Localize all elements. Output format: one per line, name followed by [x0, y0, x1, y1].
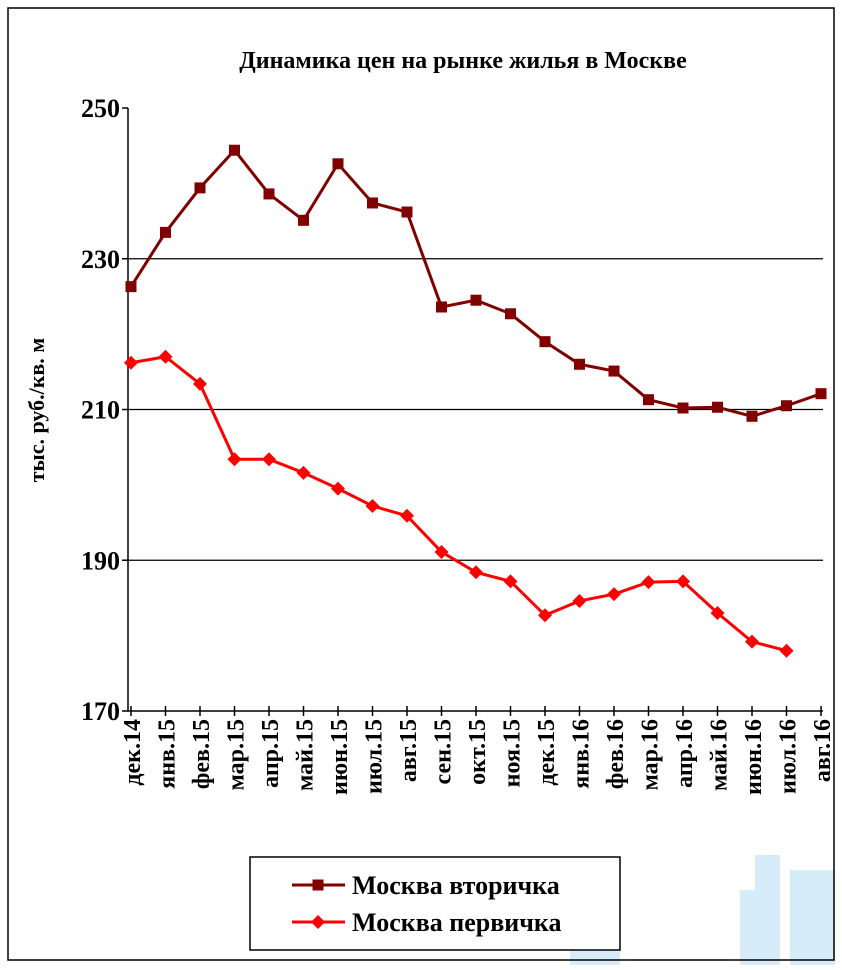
- y-tick-label: 250: [81, 94, 120, 123]
- data-point: [780, 644, 794, 658]
- data-point: [195, 182, 206, 193]
- series-line: [131, 150, 821, 416]
- data-point: [609, 366, 620, 377]
- data-point: [160, 227, 171, 238]
- data-point: [297, 466, 311, 480]
- x-tick-label: май.16: [707, 719, 733, 791]
- x-tick-label: авг.15: [396, 719, 422, 782]
- y-tick-label: 210: [81, 396, 120, 425]
- data-point: [264, 188, 275, 199]
- y-tick-label: 230: [81, 245, 120, 274]
- data-point: [678, 402, 689, 413]
- x-tick-label: фев.16: [603, 719, 629, 789]
- x-tick-label: янв.15: [155, 719, 181, 789]
- x-tick-label: мар.16: [638, 719, 664, 791]
- data-point: [574, 359, 585, 370]
- data-point: [436, 301, 447, 312]
- data-point: [643, 394, 654, 405]
- data-point: [333, 158, 344, 169]
- data-point: [298, 215, 309, 226]
- data-point: [781, 400, 792, 411]
- x-tick-label: июн.16: [741, 719, 767, 795]
- data-point: [712, 402, 723, 413]
- legend-marker: [313, 880, 324, 891]
- x-tick-label: дек.15: [534, 719, 560, 786]
- y-tick-label: 170: [81, 697, 120, 726]
- y-axis-label: тыс. руб./кв. м: [24, 338, 49, 483]
- data-point: [366, 499, 380, 513]
- data-point: [816, 388, 827, 399]
- x-tick-label: июл.16: [776, 719, 802, 794]
- x-tick-label: дек.14: [120, 719, 146, 786]
- data-point: [126, 281, 137, 292]
- x-tick-label: мар.15: [224, 719, 250, 791]
- chart: Динамика цен на рынке жилья в Москве тыс…: [0, 0, 842, 965]
- data-point: [367, 197, 378, 208]
- x-tick-label: июн.15: [327, 719, 353, 795]
- x-tick-label: янв.16: [569, 719, 595, 789]
- data-point: [331, 482, 345, 496]
- x-tick-label: май.15: [293, 719, 319, 791]
- chart-border: [8, 8, 834, 960]
- data-point: [402, 207, 413, 218]
- data-point: [469, 565, 483, 579]
- data-point: [505, 308, 516, 319]
- legend-label: Москва первичка: [352, 908, 562, 937]
- data-point: [124, 356, 138, 370]
- data-point: [262, 452, 276, 466]
- x-tick-label: фев.15: [189, 719, 215, 789]
- data-point: [573, 594, 587, 608]
- chart-title: Динамика цен на рынке жилья в Москве: [239, 48, 687, 74]
- data-point: [540, 336, 551, 347]
- x-tick-label: сен.15: [431, 719, 457, 784]
- x-tick-label: апр.15: [258, 719, 284, 788]
- x-tick-label: апр.16: [672, 719, 698, 788]
- data-point: [228, 452, 242, 466]
- legend-label: Москва вторичка: [352, 871, 560, 900]
- data-point: [229, 145, 240, 156]
- data-point: [607, 587, 621, 601]
- series-line: [131, 357, 787, 651]
- x-tick-label: авг.16: [810, 719, 836, 782]
- x-tick-label: окт.15: [465, 719, 491, 785]
- y-tick-label: 190: [81, 546, 120, 575]
- data-point: [747, 411, 758, 422]
- data-point: [471, 295, 482, 306]
- data-point: [642, 575, 656, 589]
- x-tick-label: июл.15: [362, 719, 388, 794]
- x-tick-label: ноя.15: [500, 719, 526, 787]
